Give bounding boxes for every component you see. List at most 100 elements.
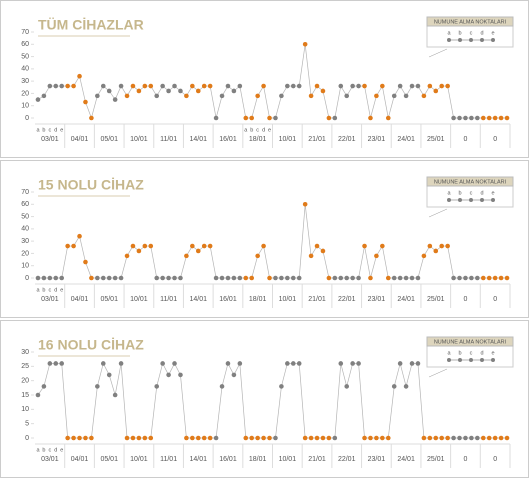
x-tick-label: a <box>36 127 40 133</box>
data-point <box>504 275 510 281</box>
group-label: 0 <box>493 136 497 143</box>
data-point <box>71 435 76 441</box>
data-point <box>362 243 367 249</box>
data-point <box>255 253 260 259</box>
data-point <box>480 275 486 281</box>
group-label: 21/01 <box>308 136 326 143</box>
data-point <box>190 83 195 89</box>
legend-label: b <box>458 30 461 36</box>
group-label: 04/01 <box>71 296 89 303</box>
data-point <box>397 83 403 89</box>
group-label: 0 <box>464 456 468 463</box>
data-point <box>195 248 201 254</box>
y-tick-label: 5 <box>25 421 29 428</box>
data-point <box>433 435 439 441</box>
data-point <box>273 115 278 121</box>
data-point <box>439 435 445 441</box>
data-point <box>296 275 302 281</box>
data-point <box>112 97 118 102</box>
data-point <box>285 83 290 89</box>
data-point <box>397 361 403 366</box>
y-tick-label: 60 <box>21 201 29 208</box>
data-point <box>350 275 355 281</box>
data-point <box>320 435 326 441</box>
y-tick-label: 30 <box>21 349 29 356</box>
legend-dot <box>469 358 473 362</box>
x-tick-label: a <box>36 447 40 453</box>
data-point <box>427 435 433 441</box>
data-point <box>362 435 367 441</box>
data-point <box>261 243 266 249</box>
group-label: 25/01 <box>427 296 445 303</box>
data-point <box>166 372 171 378</box>
y-tick-label: 20 <box>21 90 29 97</box>
data-point <box>350 361 355 366</box>
data-point <box>47 83 53 89</box>
data-point <box>267 275 272 281</box>
legend-label: d <box>480 350 483 356</box>
data-point <box>439 83 445 89</box>
data-point <box>427 243 433 249</box>
group-label: 14/01 <box>190 136 208 143</box>
x-tick-label: b <box>42 127 45 133</box>
data-point <box>178 275 183 281</box>
data-point <box>59 83 65 89</box>
data-point <box>439 243 445 249</box>
group-label: 03/01 <box>41 136 59 143</box>
data-point <box>41 384 47 389</box>
data-point <box>486 435 492 441</box>
group-label: 14/01 <box>190 296 208 303</box>
data-point <box>118 275 124 281</box>
data-point <box>332 275 338 281</box>
data-point <box>95 275 100 281</box>
data-point <box>279 384 284 389</box>
group-label: 11/01 <box>160 296 177 303</box>
legend-header <box>426 176 514 187</box>
data-point <box>100 83 106 89</box>
data-point <box>290 361 296 366</box>
data-point <box>130 243 136 249</box>
data-point <box>273 275 278 281</box>
group-label: 03/01 <box>41 296 59 303</box>
data-point <box>178 88 183 94</box>
data-point <box>166 275 171 281</box>
legend-dot <box>491 38 495 42</box>
x-tick-label: b <box>42 287 45 293</box>
data-point <box>172 83 177 89</box>
data-point <box>83 99 88 105</box>
data-point <box>219 275 225 281</box>
data-point <box>415 275 421 281</box>
group-label: 10/01 <box>130 456 148 463</box>
data-point <box>445 83 450 89</box>
x-tick-label: e <box>60 127 63 133</box>
y-tick-label: 10 <box>21 263 29 270</box>
data-point <box>100 361 106 366</box>
data-point <box>65 435 70 441</box>
y-tick-label: 60 <box>21 41 29 48</box>
x-tick-label: c <box>48 287 51 293</box>
data-point <box>136 248 142 254</box>
data-point <box>160 83 165 89</box>
group-label: 10/01 <box>279 296 297 303</box>
data-point <box>308 435 314 441</box>
data-point <box>445 435 450 441</box>
data-point <box>219 384 225 389</box>
legend-header <box>426 336 514 347</box>
data-point <box>463 115 468 121</box>
data-point <box>368 275 373 281</box>
data-point <box>385 435 391 441</box>
data-point <box>273 435 278 441</box>
group-label: 14/01 <box>190 456 208 463</box>
data-point <box>195 435 201 441</box>
data-point <box>374 253 379 259</box>
group-label: 0 <box>464 136 468 143</box>
data-point <box>403 275 409 281</box>
legend-dot <box>458 38 462 42</box>
data-point <box>314 83 320 89</box>
legend-label: e <box>491 350 494 356</box>
data-point <box>184 253 189 259</box>
y-tick-label: 10 <box>21 406 29 413</box>
data-point <box>89 115 94 121</box>
data-point <box>225 275 231 281</box>
data-point <box>457 115 462 121</box>
